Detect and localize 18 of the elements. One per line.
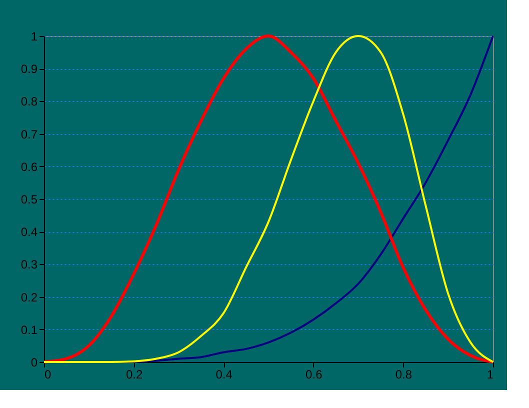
y-tick-label: 0.9 bbox=[20, 62, 38, 76]
y-tick-label: 0 bbox=[30, 356, 38, 370]
y-tick-label: 0.5 bbox=[20, 192, 38, 206]
y-tick-label: 0.7 bbox=[20, 127, 38, 142]
y-tick-label: 0.1 bbox=[20, 322, 38, 337]
y-tick-label: 1 bbox=[30, 30, 38, 44]
x-tick-label: 0 bbox=[44, 368, 52, 382]
y-tick-label: 0.6 bbox=[20, 160, 38, 174]
x-tick-label: 0.4 bbox=[216, 368, 233, 382]
x-tick-label: 0.2 bbox=[126, 368, 143, 382]
y-tick-label: 0.2 bbox=[20, 290, 38, 304]
x-tick-label: 1 bbox=[486, 368, 494, 382]
y-tick-label: 0.8 bbox=[20, 94, 38, 109]
y-tick-label: 0.4 bbox=[20, 225, 38, 240]
x-tick-label: 0.6 bbox=[306, 368, 323, 382]
x-tick-label: 0.8 bbox=[395, 368, 412, 382]
line-series bbox=[132, 35, 494, 363]
y-tick-label: 0.3 bbox=[20, 258, 38, 272]
